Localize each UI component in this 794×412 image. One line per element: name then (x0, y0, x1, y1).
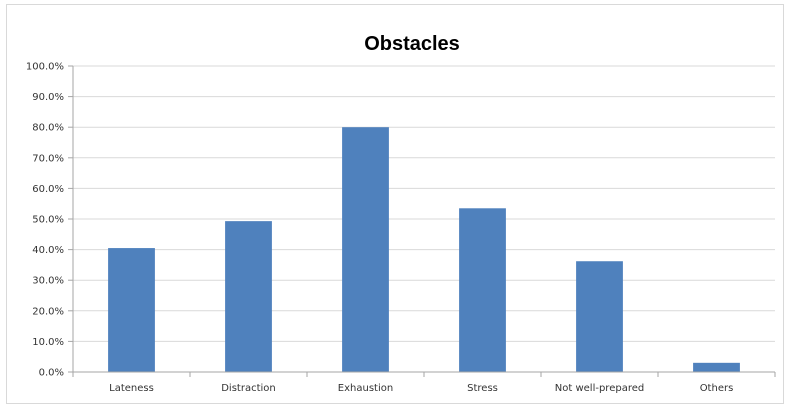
x-category-label: Stress (467, 383, 498, 394)
y-tick-label: 10.0% (32, 337, 64, 348)
y-tick-label: 100.0% (26, 62, 64, 73)
y-tick-label: 40.0% (32, 245, 64, 256)
x-category-label: Distraction (221, 383, 276, 394)
x-category-label: Lateness (109, 383, 154, 394)
bar-exhaustion (342, 127, 389, 372)
y-tick-label: 60.0% (32, 184, 64, 195)
chart-title: Obstacles (364, 33, 460, 55)
y-tick-label: 20.0% (32, 306, 64, 317)
y-tick-label: 50.0% (32, 215, 64, 226)
y-tick-label: 90.0% (32, 92, 64, 103)
gridlines (73, 65, 775, 342)
x-axis-labels: Lateness Distraction Exhaustion Stress Not w… (72, 372, 776, 394)
bars (108, 127, 740, 372)
bar-lateness (108, 248, 155, 372)
y-tick-label: 30.0% (32, 276, 64, 287)
y-tick-label: 0.0% (39, 368, 64, 379)
y-tick-label: 70.0% (32, 153, 64, 164)
bar-stress (459, 208, 506, 372)
y-axis-ticks: 0.0% 10.0% 20.0% 30.0% 40.0% 50.0% 60.0% 70.0% 8… (26, 62, 73, 379)
x-category-label: Exhaustion (338, 383, 393, 394)
y-tick-label: 80.0% (32, 123, 64, 134)
bar-not-well-prepared (576, 261, 623, 372)
x-category-label: Others (700, 383, 734, 394)
bar-others (693, 362, 740, 372)
x-category-label: Not well-prepared (555, 383, 644, 394)
bar-distraction (225, 221, 272, 372)
